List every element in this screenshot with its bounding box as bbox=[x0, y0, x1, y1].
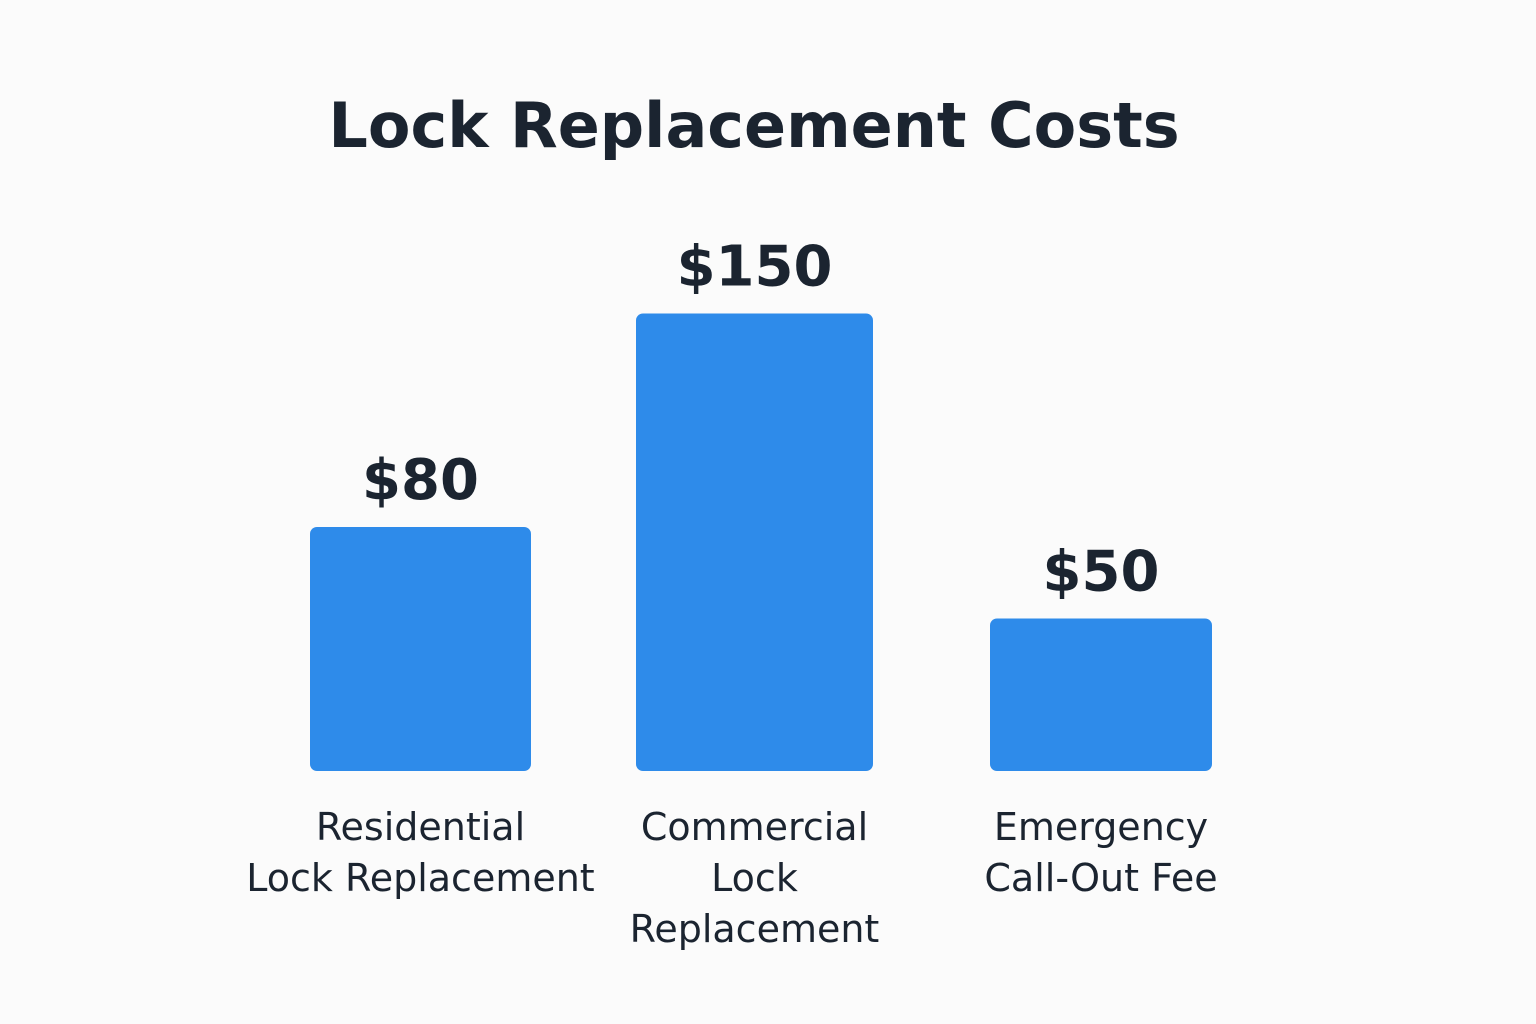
category-labels-group: Residential Lock Replacement Commercial Loc… bbox=[246, 805, 1217, 951]
value-labels-group: $80 $150 $50 bbox=[362, 235, 1159, 605]
category-label-0-line-1: Lock Replacement bbox=[246, 856, 594, 900]
value-label-1: $150 bbox=[677, 235, 833, 300]
category-label-2-line-1: Call-Out Fee bbox=[984, 856, 1217, 900]
value-label-2: $50 bbox=[1043, 540, 1160, 605]
category-label-1-line-1: Lock bbox=[711, 856, 798, 900]
value-label-0: $80 bbox=[362, 448, 479, 513]
bar-2 bbox=[990, 618, 1212, 771]
category-label-0-line-0: Residential bbox=[316, 805, 525, 849]
bars-group bbox=[310, 313, 1212, 771]
category-label-2-line-0: Emergency bbox=[994, 805, 1208, 849]
category-label-1-line-0: Commercial bbox=[641, 805, 868, 849]
category-label-1-line-2: Replacement bbox=[630, 907, 880, 951]
bar-0 bbox=[310, 527, 531, 771]
bar-1 bbox=[636, 313, 873, 771]
chart-title: Lock Replacement Costs bbox=[328, 89, 1179, 162]
